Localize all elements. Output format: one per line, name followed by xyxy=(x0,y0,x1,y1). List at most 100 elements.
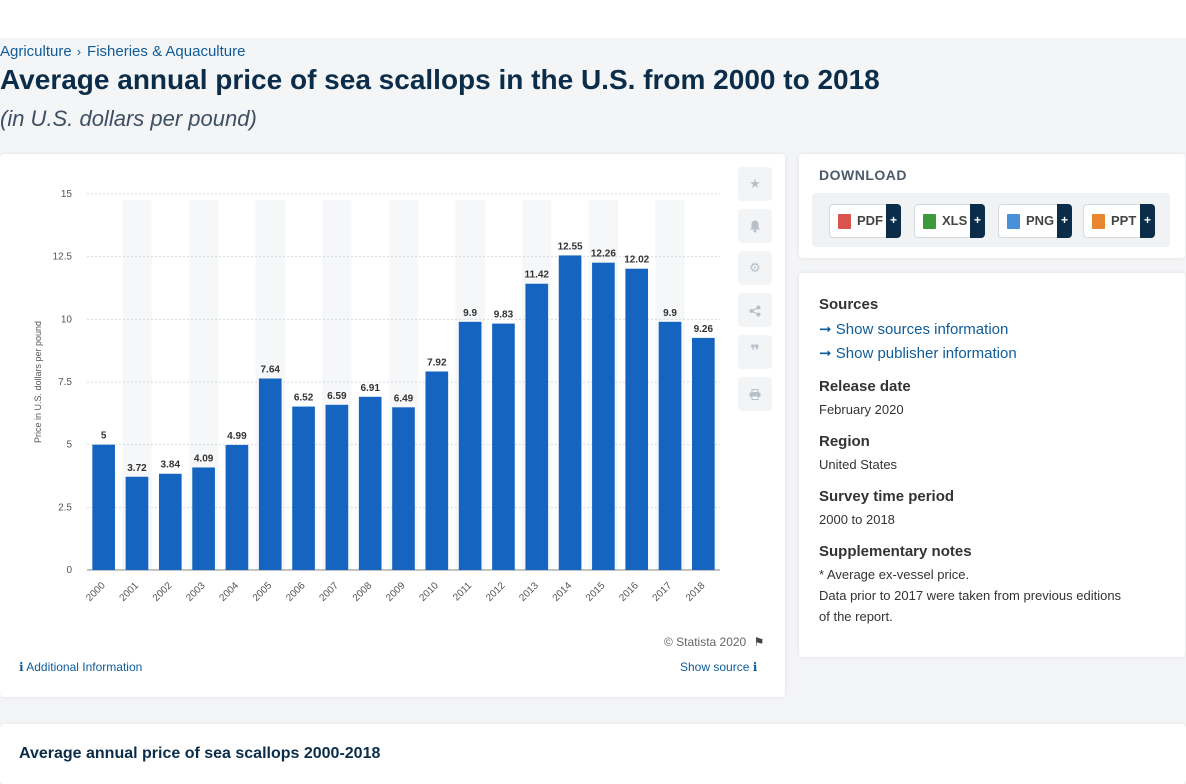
notes-line-2: Data prior to 2017 were taken from previ… xyxy=(819,588,1122,603)
show-sources-label: Show sources information xyxy=(835,321,1009,338)
data-label: 4.99 xyxy=(227,431,247,442)
ppt-file-icon xyxy=(1092,214,1105,229)
bar xyxy=(358,396,382,570)
arrow-right-icon: ➞ xyxy=(819,345,832,362)
x-tick-label: 2014 xyxy=(551,580,575,604)
quote-icon[interactable]: ❞ xyxy=(738,335,772,369)
x-tick-label: 2004 xyxy=(218,580,242,604)
plus-icon[interactable]: + xyxy=(1140,204,1155,238)
x-tick-label: 2016 xyxy=(617,580,641,604)
region-heading: Region xyxy=(819,433,870,450)
x-tick-label: 2002 xyxy=(151,580,175,604)
additional-info-link[interactable]: ℹ Additional Information xyxy=(19,660,142,674)
copyright-label: © Statista 2020 xyxy=(664,635,747,649)
y-tick-label: 12.5 xyxy=(53,252,73,263)
download-buttons: PDF + XLS + PNG + PPT + xyxy=(812,193,1170,247)
bar xyxy=(492,323,515,570)
download-png-label: PNG xyxy=(1026,213,1055,228)
table-card: Average annual price of sea scallops 200… xyxy=(0,724,1186,784)
x-tick-label: 2010 xyxy=(417,580,441,604)
y-tick-label: 5 xyxy=(66,440,72,451)
x-tick-label: 2003 xyxy=(184,580,208,604)
top-bar xyxy=(0,0,1186,38)
bar xyxy=(658,321,682,570)
bell-icon[interactable] xyxy=(738,209,772,243)
data-label: 6.49 xyxy=(394,393,414,404)
data-label: 12.26 xyxy=(591,249,616,260)
flag-icon[interactable]: ⚑ xyxy=(753,635,765,649)
data-label: 5 xyxy=(101,431,107,442)
data-label: 6.91 xyxy=(360,383,380,394)
survey-heading: Survey time period xyxy=(819,488,955,505)
copyright-text: © Statista 2020 ⚑ xyxy=(664,635,764,649)
additional-info-label: Additional Information xyxy=(26,660,143,674)
x-tick-label: 2000 xyxy=(84,580,108,604)
plus-icon[interactable]: + xyxy=(1057,204,1072,238)
download-xls-button[interactable]: XLS + xyxy=(914,204,985,238)
bar-chart: 0 2.5 5 7.5 10 12.5 15 5 2000 3.72 2001 3.84 2002 4.0… xyxy=(33,189,720,604)
bar xyxy=(625,268,649,570)
pdf-file-icon xyxy=(838,214,851,229)
release-heading: Release date xyxy=(819,378,911,395)
breadcrumb-separator: › xyxy=(76,44,82,59)
data-label: 3.84 xyxy=(161,460,181,471)
info-icon: ℹ xyxy=(752,660,758,674)
print-icon[interactable] xyxy=(738,377,772,411)
bar xyxy=(425,371,449,570)
share-icon[interactable] xyxy=(738,293,772,327)
data-label: 7.64 xyxy=(261,364,281,375)
plus-icon[interactable]: + xyxy=(970,204,985,238)
x-tick-label: 2015 xyxy=(584,580,608,604)
bar xyxy=(225,444,249,570)
breadcrumb: Agriculture › Fisheries & Aquaculture xyxy=(0,43,245,60)
star-icon[interactable]: ★ xyxy=(738,167,772,201)
download-ppt-button[interactable]: PPT + xyxy=(1083,204,1155,238)
bar xyxy=(558,255,582,570)
xls-file-icon xyxy=(923,214,936,229)
bar xyxy=(125,476,149,570)
data-label: 6.59 xyxy=(327,391,347,402)
gear-icon[interactable]: ⚙ xyxy=(738,251,772,285)
show-publisher-label: Show publisher information xyxy=(835,345,1017,362)
show-publisher-link[interactable]: ➞ Show publisher information xyxy=(819,344,1017,362)
bar xyxy=(325,404,349,570)
download-pdf-button[interactable]: PDF + xyxy=(829,204,901,238)
data-label: 11.42 xyxy=(525,270,550,281)
x-tick-label: 2018 xyxy=(684,580,708,604)
page-title: Average annual price of sea scallops in … xyxy=(0,64,880,95)
data-label: 9.83 xyxy=(494,310,514,321)
plus-icon[interactable]: + xyxy=(886,204,901,238)
bar xyxy=(258,378,282,570)
bar xyxy=(292,406,315,570)
download-xls-label: XLS xyxy=(942,213,968,228)
data-label: 12.02 xyxy=(624,255,649,266)
download-ppt-label: PPT xyxy=(1111,213,1137,228)
download-pdf-label: PDF xyxy=(857,213,883,228)
chart-card: 0 2.5 5 7.5 10 12.5 15 5 2000 3.72 2001 3.84 2002 4.0… xyxy=(0,154,785,697)
table-title: Average annual price of sea scallops 200… xyxy=(19,745,381,762)
download-card: DOWNLOAD PDF + XLS + PNG + PPT + xyxy=(799,154,1185,258)
breadcrumb-fisheries[interactable]: Fisheries & Aquaculture xyxy=(87,43,246,60)
show-sources-link[interactable]: ➞ Show sources information xyxy=(819,320,1008,338)
download-heading: DOWNLOAD xyxy=(819,167,907,183)
data-label: 6.52 xyxy=(294,393,314,404)
download-png-button[interactable]: PNG + xyxy=(998,204,1072,238)
release-value: February 2020 xyxy=(819,402,904,417)
y-tick-label: 2.5 xyxy=(58,502,72,513)
x-tick-label: 2009 xyxy=(384,580,408,604)
show-source-link[interactable]: Show source ℹ xyxy=(680,660,757,674)
region-value: United States xyxy=(819,457,898,472)
bar xyxy=(392,407,415,570)
png-file-icon xyxy=(1007,214,1020,229)
x-tick-label: 2006 xyxy=(284,580,308,604)
bar xyxy=(192,467,215,570)
sources-heading: Sources xyxy=(819,296,879,313)
data-label: 7.92 xyxy=(427,357,447,368)
x-tick-label: 2008 xyxy=(351,580,375,604)
data-label: 9.26 xyxy=(694,324,714,335)
show-source-label: Show source xyxy=(680,660,750,674)
y-tick-label: 10 xyxy=(61,314,73,325)
y-axis-title: Price in U.S. dollars per pound xyxy=(33,321,43,443)
bar xyxy=(592,262,615,570)
breadcrumb-agriculture[interactable]: Agriculture xyxy=(0,43,72,60)
